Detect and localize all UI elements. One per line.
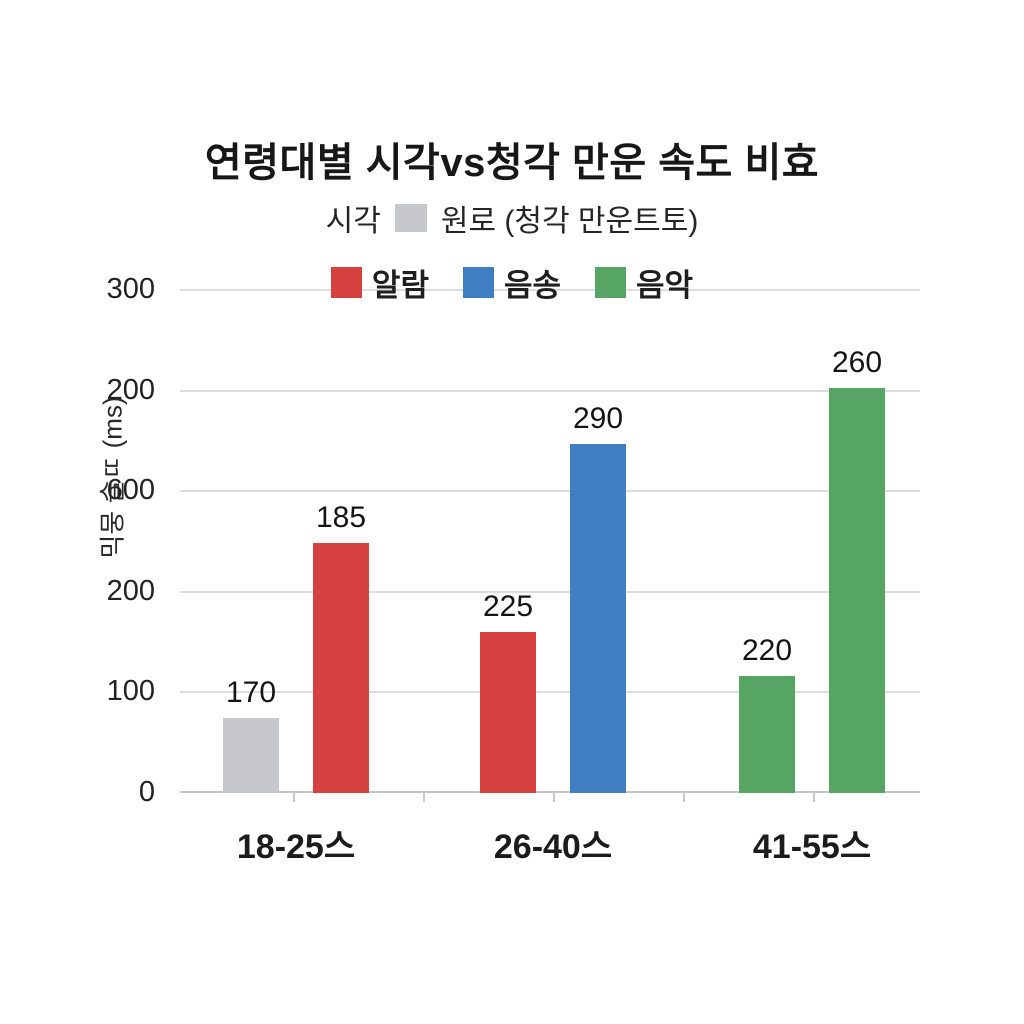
legend-swatch-icon (595, 267, 627, 298)
x-category-label: 26-40스 (493, 828, 613, 866)
bar (829, 388, 885, 793)
legend-item: 음송 (462, 260, 562, 305)
bar-value-label: 185 (315, 501, 367, 534)
y-tick-label: 600 (106, 474, 155, 507)
gray-swatch-icon (394, 204, 427, 232)
legend-item: 알람 (330, 260, 429, 305)
gridline (180, 691, 920, 694)
legend-row-main: 알람 음송 음악 (0, 260, 1024, 305)
gridline (180, 289, 920, 291)
x-axis-tick (293, 793, 295, 802)
y-tick-label: 200 (106, 574, 155, 607)
x-axis-tick (683, 793, 685, 802)
bar (223, 718, 279, 793)
y-tick-label: 300 (106, 273, 155, 305)
y-tick-label: 100 (106, 675, 155, 708)
legend-top-left-label: 시각 (325, 205, 381, 238)
bar-value-label: 260 (831, 346, 883, 379)
legend-label: 음송 (503, 268, 562, 303)
bar (739, 676, 795, 793)
x-axis-tick (553, 793, 555, 802)
x-category-label: 41-55스 (752, 828, 872, 866)
bar-value-label: 170 (225, 676, 277, 709)
legend-swatch-icon (462, 267, 494, 298)
bar-value-label: 225 (482, 590, 534, 623)
y-tick-label: 0 (138, 776, 155, 808)
x-category-label: 18-25스 (236, 828, 356, 866)
y-tick-label: 200 (106, 373, 155, 406)
x-axis-tick (813, 793, 815, 802)
gridline (180, 490, 920, 493)
legend-item: 음악 (595, 260, 693, 305)
gridline (180, 389, 920, 392)
legend-swatch-icon (330, 267, 362, 298)
legend-top-right-label: 원로 (청각 만운트토) (440, 205, 699, 238)
bar-value-label: 220 (741, 634, 793, 667)
x-axis-line (180, 791, 920, 793)
bar (480, 632, 536, 793)
bar (313, 543, 369, 793)
legend-row-top: 시각 원로 (청각 만운트토) (0, 196, 1024, 240)
legend-label: 음악 (636, 268, 694, 303)
gridline (180, 590, 920, 593)
bar (570, 444, 626, 793)
plot-area: 300 200 600 200 100 0 170 185 225 290 220 260 18-25스… (107, 275, 920, 866)
chart-title: 연령대별 시각vs청각 만운 속도 비효 (204, 141, 820, 185)
legend-label: 알람 (371, 268, 429, 303)
bar-value-label: 290 (572, 402, 624, 435)
x-axis-tick (423, 793, 425, 802)
